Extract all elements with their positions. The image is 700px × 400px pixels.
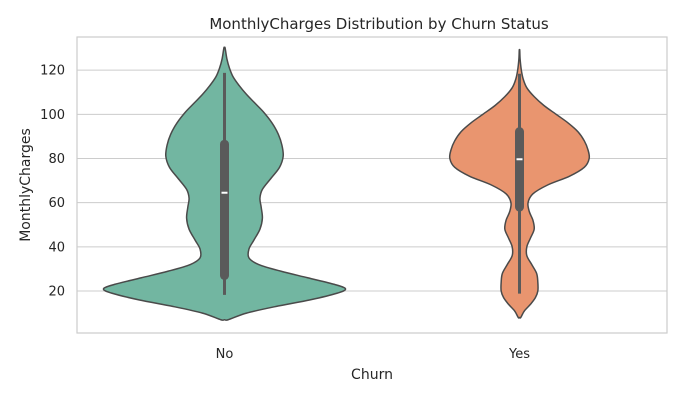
y-tick-label: 120 [40,64,65,79]
grid-lines [77,69,667,292]
y-tick-label: 60 [48,196,65,211]
tick-labels: 20 40 60 80 100 120 No Yes [40,64,530,362]
y-tick-label: 40 [48,240,65,255]
chart-title: MonthlyCharges Distribution by Churn Sta… [209,15,549,33]
x-axis-label: Churn [351,367,393,383]
x-tick-label: Yes [508,347,530,362]
plot-frame [76,36,668,334]
x-tick-label: No [216,347,234,362]
violins [102,46,591,321]
y-tick-label: 100 [40,108,65,123]
y-tick-label: 80 [48,152,65,167]
iqr-box-yes [515,127,524,212]
y-axis-label: MonthlyCharges [18,128,34,242]
y-tick-label: 20 [48,285,65,300]
iqr-box-no [220,139,229,280]
